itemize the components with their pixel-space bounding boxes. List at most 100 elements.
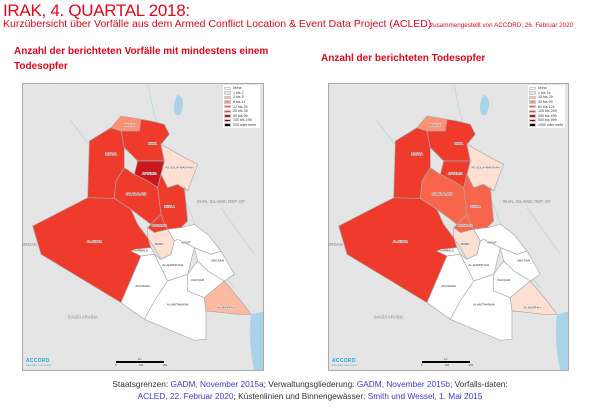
water-body — [173, 94, 183, 116]
water-body — [479, 94, 489, 116]
region-basrah — [203, 280, 252, 315]
region-label: AL-BASRAH — [523, 305, 540, 309]
country-label: IRAN, ISLAMIC REP. OF — [503, 199, 551, 204]
legend-item: 12 bis 24 — [224, 104, 259, 109]
country-label: SAUDI ARABIA — [374, 314, 404, 319]
legend-item: 1 bis 2 — [224, 91, 259, 96]
region-erbil — [120, 118, 170, 162]
region-label: MAYSAN — [517, 259, 529, 263]
legend-label: 250 bis 499 — [538, 113, 557, 118]
legend-swatch — [224, 118, 231, 123]
legend-swatch — [529, 91, 536, 95]
legend-item: 50 bis 99 — [224, 114, 259, 119]
map-incidents: AL-ANBAR NINAWA DAHUK ERBIL AS-SULAYMANIYAH A… — [22, 83, 264, 371]
legend-item: 500 bis 999 — [529, 118, 564, 123]
country-label: JORDAN — [328, 242, 343, 247]
legend-label: 50 bis 99 — [233, 113, 248, 118]
legend-swatch — [224, 123, 231, 127]
legend-label: 25 bis 49 — [233, 109, 248, 114]
region-label: AL-MUTHANNA — [167, 303, 189, 307]
footer-text: ; Küstenlinien und Binnengewässer: — [233, 391, 368, 401]
region-label: DIYALA — [470, 205, 480, 209]
scale-tick: 0 — [115, 363, 117, 367]
region-karbala — [130, 247, 155, 257]
region-diyala — [157, 173, 189, 230]
region-label: BAGHDAD — [458, 224, 474, 228]
river — [526, 207, 561, 255]
region-label: DHI QAR — [191, 278, 204, 282]
region-label: AN-NAJAF — [135, 284, 150, 288]
legend-swatch — [529, 109, 536, 114]
region-label: MAYSAN — [211, 259, 223, 263]
legend-item: 60 bis 124 — [529, 104, 564, 109]
region-diyala — [463, 173, 495, 230]
region-label: ERBIL — [148, 141, 157, 145]
legend-swatch — [224, 109, 231, 114]
map-title-incidents: Anzahl der berichteten Vorfälle mit mind… — [14, 46, 269, 72]
link-acled[interactable]: ACLED, 22. Februar 2020 — [137, 391, 234, 401]
region-label: DAHUK — [430, 123, 441, 127]
region-label: AL-ANBAR — [393, 240, 409, 244]
page-title: IRAK, 4. QUARTAL 2018: — [3, 1, 190, 20]
region-label: SALAH AL-DIN — [432, 192, 452, 196]
country-label: JORDAN — [22, 242, 37, 247]
legend-item: 100 bis 199 — [224, 118, 259, 123]
legend-swatch — [529, 100, 536, 104]
region-muthanna — [143, 273, 207, 341]
link-smith-wessel[interactable]: Smith und Wessel, 1. Mai 2015 — [367, 391, 483, 401]
legend-swatch — [224, 100, 231, 104]
legend-swatch — [529, 104, 536, 109]
legend-item: 15 bis 29 — [529, 95, 564, 100]
legend-item: 25 bis 49 — [224, 109, 259, 114]
accord-logo: ACCORD austrian red cross — [26, 358, 52, 367]
water-body — [555, 311, 568, 370]
region-label: AL-BASRAH — [217, 305, 234, 309]
map-legend: keine 1 bis 14 15 bis 29 30 bis 59 60 bis 12… — [528, 85, 565, 129]
region-label: WASIT — [181, 241, 191, 245]
legend-swatch — [224, 86, 231, 91]
legend-label: keine — [233, 86, 242, 91]
legend-swatch — [529, 86, 536, 91]
region-label: BAGHDAD — [152, 224, 168, 228]
region-label: AL-ANBAR — [87, 240, 103, 244]
country-label: IRAN, ISLAMIC REP. OF — [197, 199, 245, 204]
map-title-fatalities: Anzahl der berichteten Todesopfer — [321, 53, 486, 64]
choropleth-map: AL-ANBAR NINAWA DAHUK ERBIL AS-SULAYMANIYAH A… — [328, 84, 568, 370]
legend-label: 3 bis 5 — [233, 95, 244, 100]
legend-label: 100 bis 199 — [233, 118, 252, 123]
link-gadm-b[interactable]: GADM, November 2015b — [356, 379, 450, 389]
scale-tick: 200 — [469, 363, 474, 367]
scale-tick: 200 — [163, 363, 168, 367]
legend-item: 30 bis 59 — [529, 100, 564, 105]
legend-item: 6 bis 11 — [224, 100, 259, 105]
footer-text: ; Verwaltungsgliederung: — [263, 379, 357, 389]
region-label: AT-TA'MIM — [142, 171, 157, 175]
legend-swatch — [529, 118, 536, 123]
legend-swatch — [529, 123, 536, 127]
legend-label: 1 bis 14 — [538, 90, 551, 95]
legend-swatch — [224, 114, 231, 118]
legend-item: keine — [529, 86, 564, 91]
legend-swatch — [224, 104, 231, 109]
region-label: AS-SULAYMANIYAH — [165, 165, 193, 169]
country-label: SAUDI ARABIA — [68, 314, 98, 319]
map-fatalities: AL-ANBAR NINAWA DAHUK ERBIL AS-SULAYMANIYAH A… — [328, 83, 569, 371]
accord-logo: ACCORD austrian red cross — [332, 358, 358, 367]
region-label: NINAWA — [105, 152, 117, 156]
region-label: DHI QAR — [497, 278, 510, 282]
legend-item: 1 bis 14 — [529, 91, 564, 96]
link-gadm-a[interactable]: GADM, November 2015a — [170, 379, 264, 389]
legend-label: 500 bis 999 — [538, 118, 557, 123]
region-label: DIYALA — [164, 205, 174, 209]
legend-label: 200 oder mehr — [233, 123, 257, 128]
region-label: AN-NAJAF — [441, 284, 456, 288]
water-body — [249, 311, 263, 370]
region-label: AL-MUTHANNA — [473, 303, 495, 307]
region-label: DAHUK — [124, 123, 135, 127]
legend-item: 250 bis 499 — [529, 114, 564, 119]
footer-text: Staatsgrenzen: — [112, 379, 171, 389]
legend-item: 3 bis 5 — [224, 95, 259, 100]
legend-swatch — [224, 91, 231, 95]
scale-tick: 100 — [139, 363, 144, 367]
region-label: AL-QADISIYAH — [468, 263, 489, 267]
